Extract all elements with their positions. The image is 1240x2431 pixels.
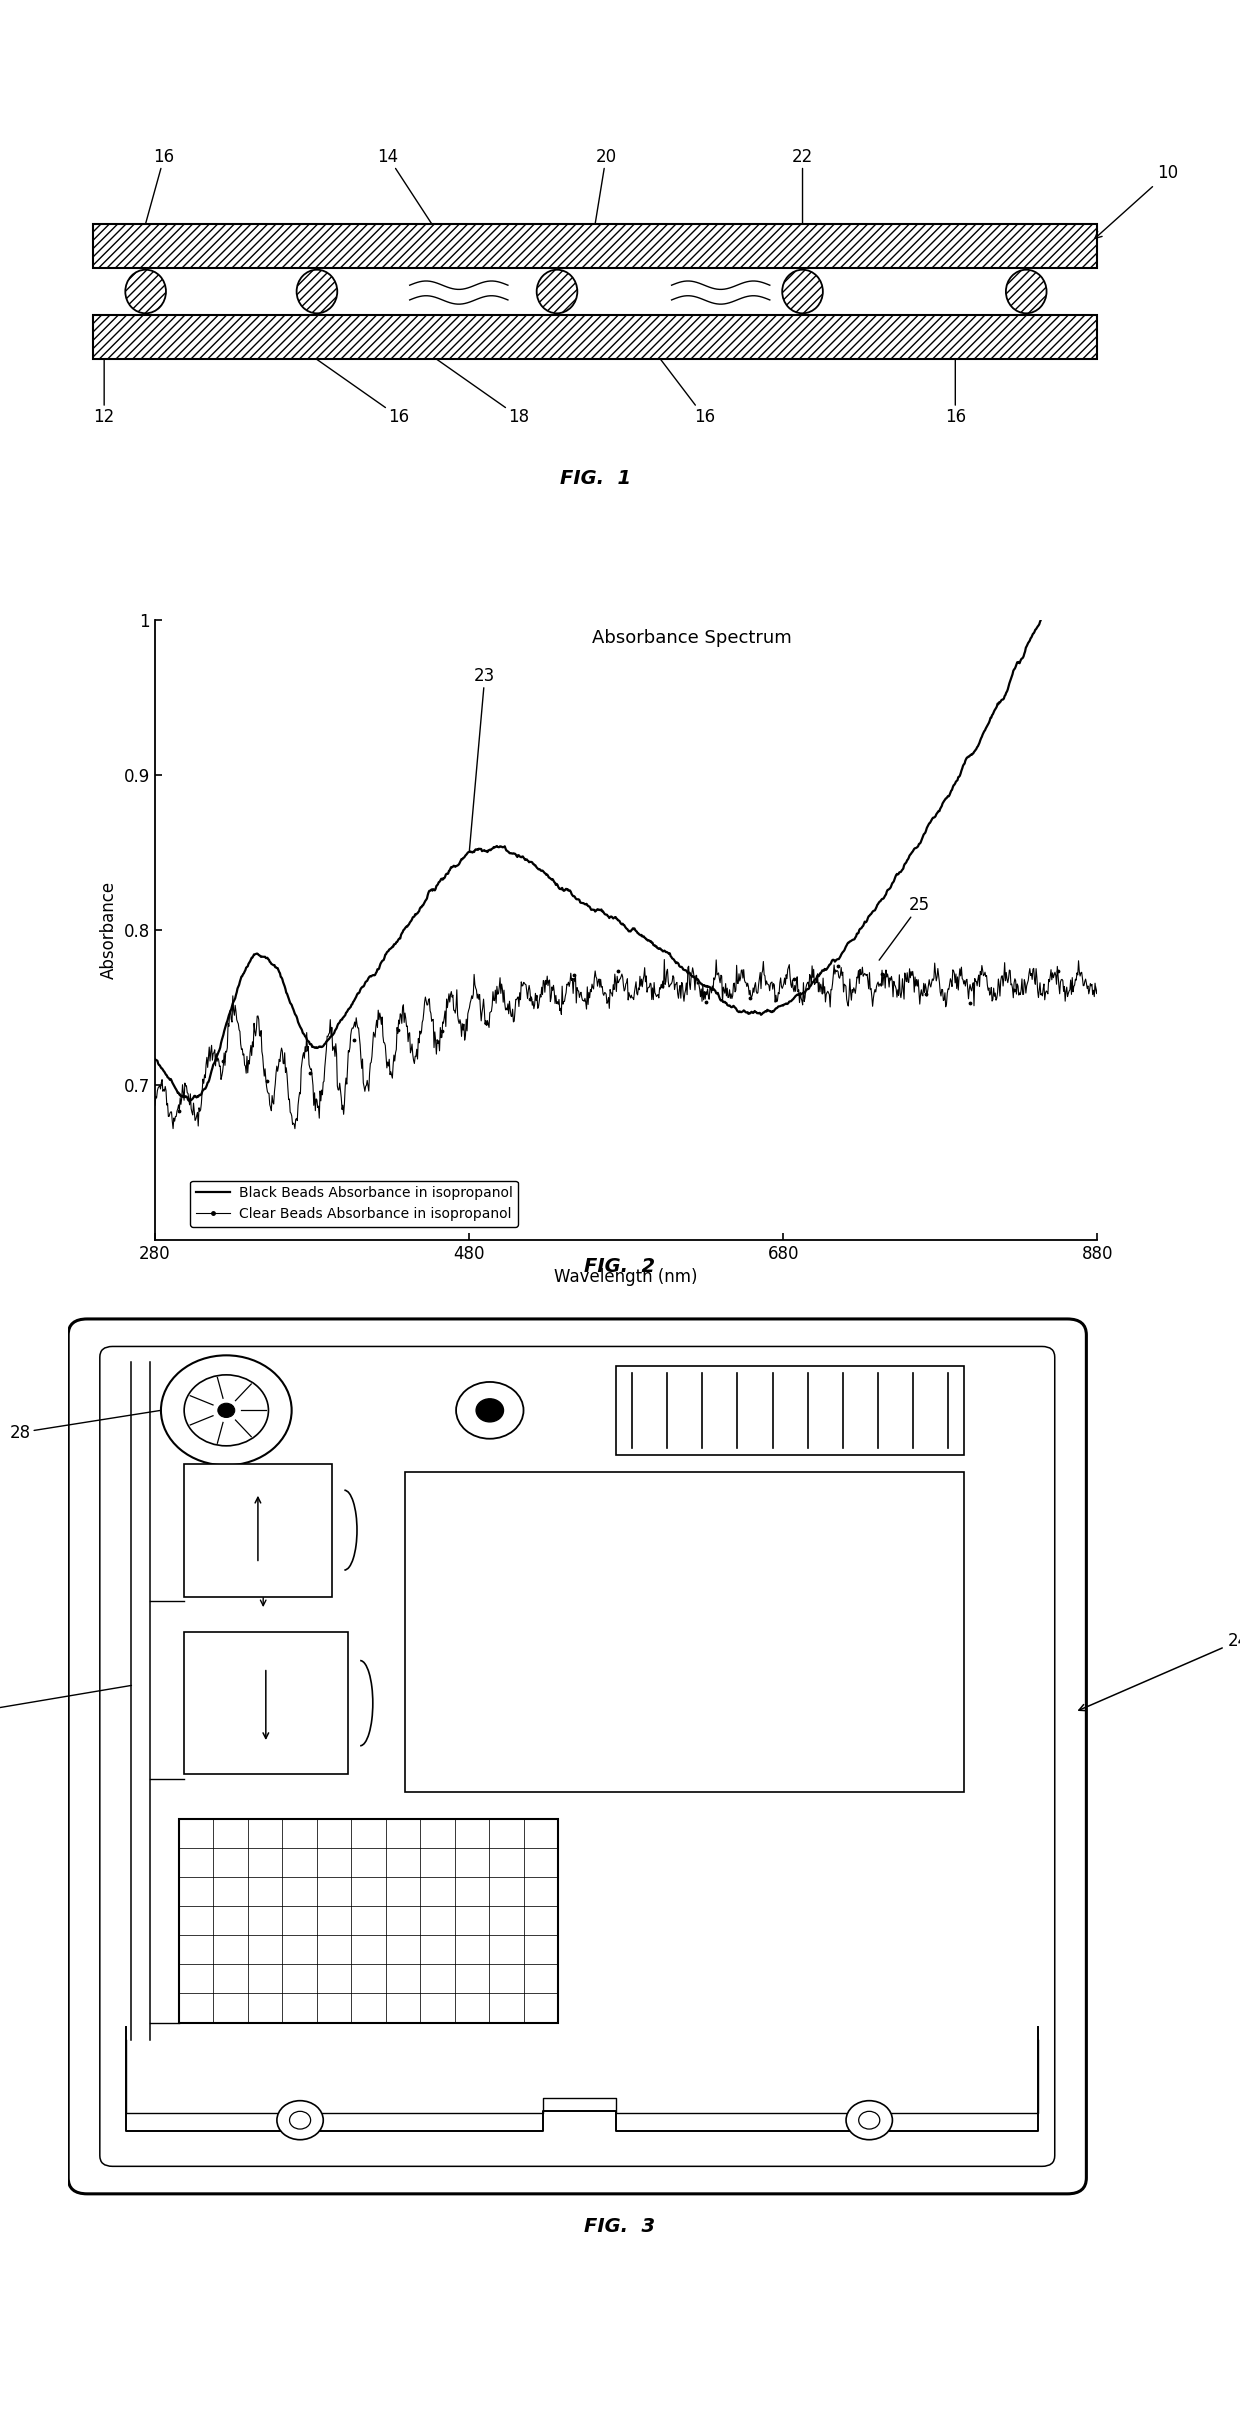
Circle shape — [184, 1376, 269, 1446]
Bar — [185, 1463, 332, 1597]
Text: 12: 12 — [93, 360, 115, 425]
Text: 14: 14 — [377, 148, 432, 224]
Legend: Black Beads Absorbance in isopropanol, Clear Beads Absorbance in isopropanol: Black Beads Absorbance in isopropanol, C… — [190, 1181, 518, 1228]
Bar — [93, 267, 1097, 316]
Circle shape — [289, 2110, 311, 2130]
Circle shape — [858, 2110, 880, 2130]
Text: FIG.  1: FIG. 1 — [559, 469, 631, 489]
FancyBboxPatch shape — [99, 1347, 1055, 2166]
Text: FIG.  3: FIG. 3 — [584, 2217, 656, 2237]
Text: Absorbance Spectrum: Absorbance Spectrum — [593, 630, 792, 647]
Ellipse shape — [1006, 270, 1047, 314]
Black Beads Absorbance in isopropanol — [663, 941, 678, 970]
Circle shape — [161, 1356, 291, 1466]
Black Beads Absorbance in isopropanol — [148, 1045, 162, 1075]
Black Beads Absorbance in isopropanol — [308, 1033, 322, 1062]
Text: 28: 28 — [10, 1410, 161, 1442]
Y-axis label: Absorbance: Absorbance — [100, 880, 118, 980]
Bar — [405, 1473, 965, 1792]
Black Beads Absorbance in isopropanol — [557, 875, 572, 904]
Bar — [93, 224, 1097, 267]
Clear Beads Absorbance in isopropanol — [557, 987, 572, 1016]
Circle shape — [456, 1381, 523, 1439]
Ellipse shape — [782, 270, 823, 314]
Bar — [616, 1366, 965, 1454]
Clear Beads Absorbance in isopropanol — [288, 1113, 303, 1143]
Black Beads Absorbance in isopropanol — [181, 1087, 196, 1116]
Clear Beads Absorbance in isopropanol — [663, 970, 678, 999]
Text: 16: 16 — [145, 148, 175, 224]
Line: Clear Beads Absorbance in isopropanol: Clear Beads Absorbance in isopropanol — [155, 960, 1097, 1128]
Clear Beads Absorbance in isopropanol — [273, 1048, 288, 1077]
Circle shape — [277, 2100, 324, 2139]
Bar — [185, 1631, 347, 1775]
Black Beads Absorbance in isopropanol — [466, 836, 481, 865]
Clear Beads Absorbance in isopropanol — [644, 970, 658, 999]
Clear Beads Absorbance in isopropanol — [657, 946, 672, 975]
Clear Beads Absorbance in isopropanol — [148, 1092, 162, 1121]
Clear Beads Absorbance in isopropanol — [466, 980, 481, 1009]
Clear Beads Absorbance in isopropanol — [308, 1079, 322, 1109]
Black Beads Absorbance in isopropanol — [1090, 481, 1105, 511]
Text: 16: 16 — [945, 360, 966, 425]
Text: FIG.  2: FIG. 2 — [584, 1257, 656, 1276]
Text: 20: 20 — [595, 148, 616, 224]
Text: 25: 25 — [879, 897, 930, 960]
Clear Beads Absorbance in isopropanol — [1090, 972, 1105, 1002]
Text: 30: 30 — [0, 1685, 131, 1721]
Bar — [179, 1818, 558, 2023]
Text: 16: 16 — [661, 360, 715, 425]
Text: 18: 18 — [436, 360, 529, 425]
Ellipse shape — [125, 270, 166, 314]
Bar — [93, 316, 1097, 360]
FancyBboxPatch shape — [68, 1320, 1086, 2193]
Line: Black Beads Absorbance in isopropanol: Black Beads Absorbance in isopropanol — [155, 496, 1097, 1101]
Text: 23: 23 — [470, 666, 496, 851]
Ellipse shape — [537, 270, 578, 314]
Circle shape — [476, 1398, 503, 1422]
Text: 22: 22 — [792, 148, 813, 224]
Text: 10: 10 — [1095, 163, 1178, 238]
Text: 24: 24 — [1079, 1631, 1240, 1711]
Black Beads Absorbance in isopropanol — [273, 963, 288, 992]
Circle shape — [846, 2100, 893, 2139]
Ellipse shape — [296, 270, 337, 314]
Text: 16: 16 — [317, 360, 409, 425]
Circle shape — [218, 1403, 234, 1417]
Black Beads Absorbance in isopropanol — [644, 926, 658, 955]
X-axis label: Wavelength (nm): Wavelength (nm) — [554, 1269, 698, 1286]
